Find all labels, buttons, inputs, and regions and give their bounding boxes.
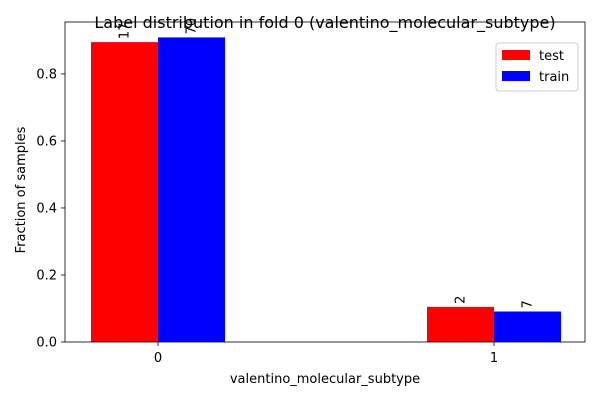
bar-train-0	[158, 37, 225, 342]
legend-label-train: train	[539, 70, 569, 85]
bar-test-0	[91, 42, 158, 342]
x-tick-label: 1	[490, 351, 498, 366]
legend-swatch-test	[502, 50, 530, 60]
bar-label-train-0: 70	[185, 18, 200, 35]
legend-label-test: test	[539, 49, 564, 64]
bar-label-train-1: 7	[521, 300, 536, 308]
legend-swatch-train	[502, 71, 530, 81]
y-tick-label: 0.4	[36, 201, 57, 216]
y-tick-label: 0.0	[36, 336, 57, 351]
y-tick-label: 0.6	[36, 134, 57, 149]
bar-test-1	[427, 307, 494, 342]
y-tick-label: 0.8	[36, 67, 57, 82]
x-axis-label: valentino_molecular_subtype	[230, 372, 420, 387]
bar-label-test-1: 2	[454, 296, 469, 304]
legend: test train	[496, 43, 578, 91]
y-axis-label: Fraction of samples	[14, 126, 29, 253]
x-tick-label: 0	[154, 351, 162, 366]
y-tick-label: 0.2	[36, 268, 57, 283]
chart-title: Label distribution in fold 0 (valentino_…	[94, 13, 555, 33]
bar-train-1	[494, 312, 561, 342]
bar-label-test-0: 17	[118, 23, 133, 40]
